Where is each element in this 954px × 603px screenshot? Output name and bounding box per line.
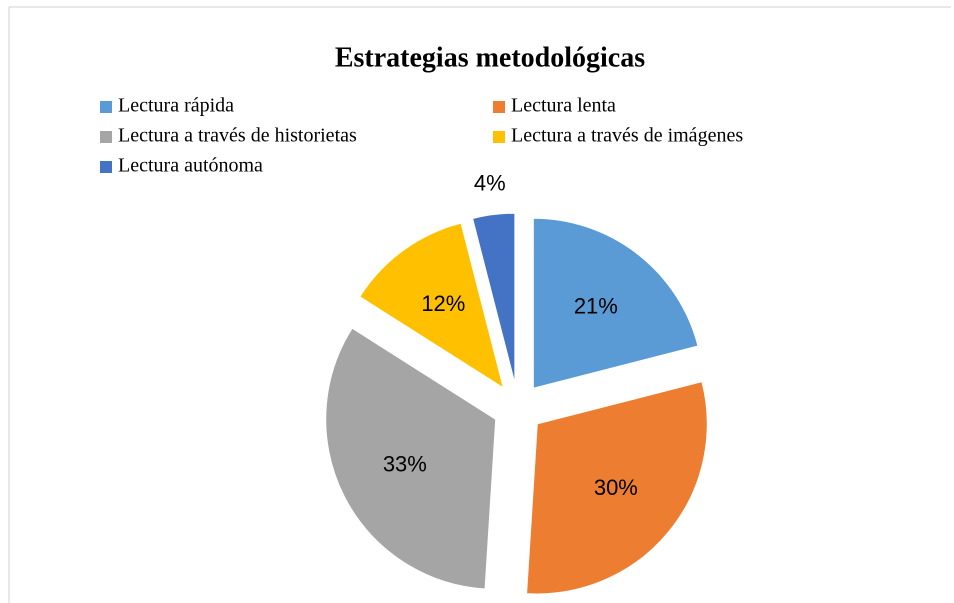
legend-label: Lectura rápida bbox=[118, 95, 234, 117]
legend-swatch bbox=[493, 101, 505, 113]
legend-label: Lectura a través de historietas bbox=[118, 125, 357, 147]
pie-slice bbox=[471, 212, 516, 384]
legend-swatch bbox=[493, 131, 505, 143]
legend-swatch bbox=[100, 161, 112, 173]
data-label: 4% bbox=[474, 171, 506, 196]
data-label: 21% bbox=[574, 293, 618, 318]
pie-slice bbox=[359, 222, 505, 389]
data-label: 33% bbox=[383, 451, 427, 476]
pie-slice bbox=[526, 381, 708, 595]
legend-swatch bbox=[100, 101, 112, 113]
data-label: 30% bbox=[594, 475, 638, 500]
legend-label: Lectura lenta bbox=[511, 95, 616, 117]
legend-swatch bbox=[100, 131, 112, 143]
pie-slice bbox=[532, 217, 699, 389]
legend-label: Lectura autónoma bbox=[118, 155, 263, 177]
chart-title: Estrategias metodológicas bbox=[335, 42, 645, 73]
data-label: 12% bbox=[421, 291, 465, 316]
legend-label: Lectura a través de imágenes bbox=[511, 125, 743, 147]
pie-slice bbox=[325, 327, 497, 590]
